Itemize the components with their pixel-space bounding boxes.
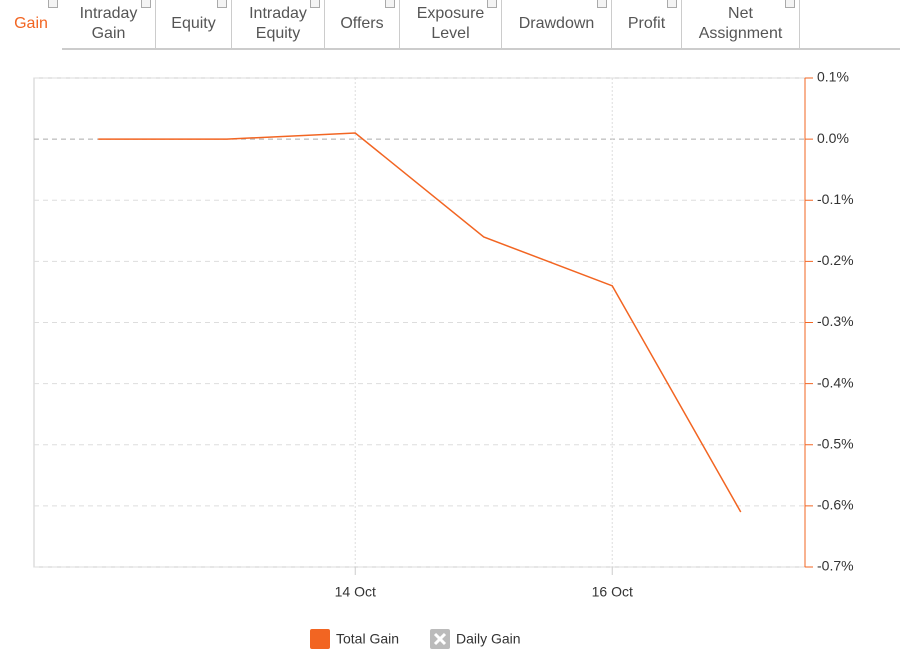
tab[interactable]: Gain (0, 0, 62, 48)
y-tick-label: -0.3% (817, 313, 854, 329)
tab-label: Drawdown (518, 15, 595, 32)
tab-toggle[interactable] (667, 0, 677, 8)
tab[interactable]: Exposure Level (400, 0, 502, 48)
y-tick-label: -0.4% (817, 374, 854, 390)
tab-label: Gain (14, 15, 48, 32)
tab-label: Offers (340, 15, 384, 32)
tab-label: Intraday Equity (249, 5, 307, 42)
y-tick-label: -0.7% (817, 558, 854, 574)
y-tick-label: -0.1% (817, 191, 854, 207)
y-tick-label: 0.1% (817, 69, 849, 85)
tab-toggle[interactable] (310, 0, 320, 8)
tab-toggle[interactable] (385, 0, 395, 8)
tab[interactable]: Intraday Equity (232, 0, 325, 48)
y-tick-label: -0.2% (817, 252, 854, 268)
y-tick-label: -0.5% (817, 435, 854, 451)
tab-label: Equity (171, 15, 216, 32)
legend-swatch (310, 629, 330, 649)
tab[interactable]: Equity (156, 0, 232, 48)
tab-toggle[interactable] (48, 0, 58, 8)
tab-toggle[interactable] (785, 0, 795, 8)
tab-underline (62, 48, 900, 50)
tab-toggle[interactable] (597, 0, 607, 8)
tab-label: Profit (627, 15, 666, 32)
legend-cross (433, 632, 447, 646)
tab-label: Net Assignment (698, 5, 783, 42)
tab-toggle[interactable] (141, 0, 151, 8)
legend-label[interactable]: Daily Gain (456, 631, 521, 647)
y-tick-label: -0.6% (817, 497, 854, 513)
tab[interactable]: Offers (325, 0, 400, 48)
data-line (98, 132, 742, 513)
tab[interactable]: Drawdown (502, 0, 612, 48)
tab-toggle[interactable] (487, 0, 497, 8)
tab-toggle[interactable] (217, 0, 227, 8)
plot-frame (33, 77, 806, 568)
tab-label: Intraday Gain (79, 5, 138, 42)
tab[interactable]: Net Assignment (682, 0, 800, 48)
y-tick-label: 0.0% (817, 130, 849, 146)
x-tick-label: 16 Oct (592, 584, 633, 600)
tab[interactable]: Intraday Gain (62, 0, 156, 48)
tab[interactable]: Profit (612, 0, 682, 48)
tab-label: Exposure Level (416, 5, 485, 42)
legend-label[interactable]: Total Gain (336, 631, 399, 647)
x-tick-label: 14 Oct (335, 584, 376, 600)
